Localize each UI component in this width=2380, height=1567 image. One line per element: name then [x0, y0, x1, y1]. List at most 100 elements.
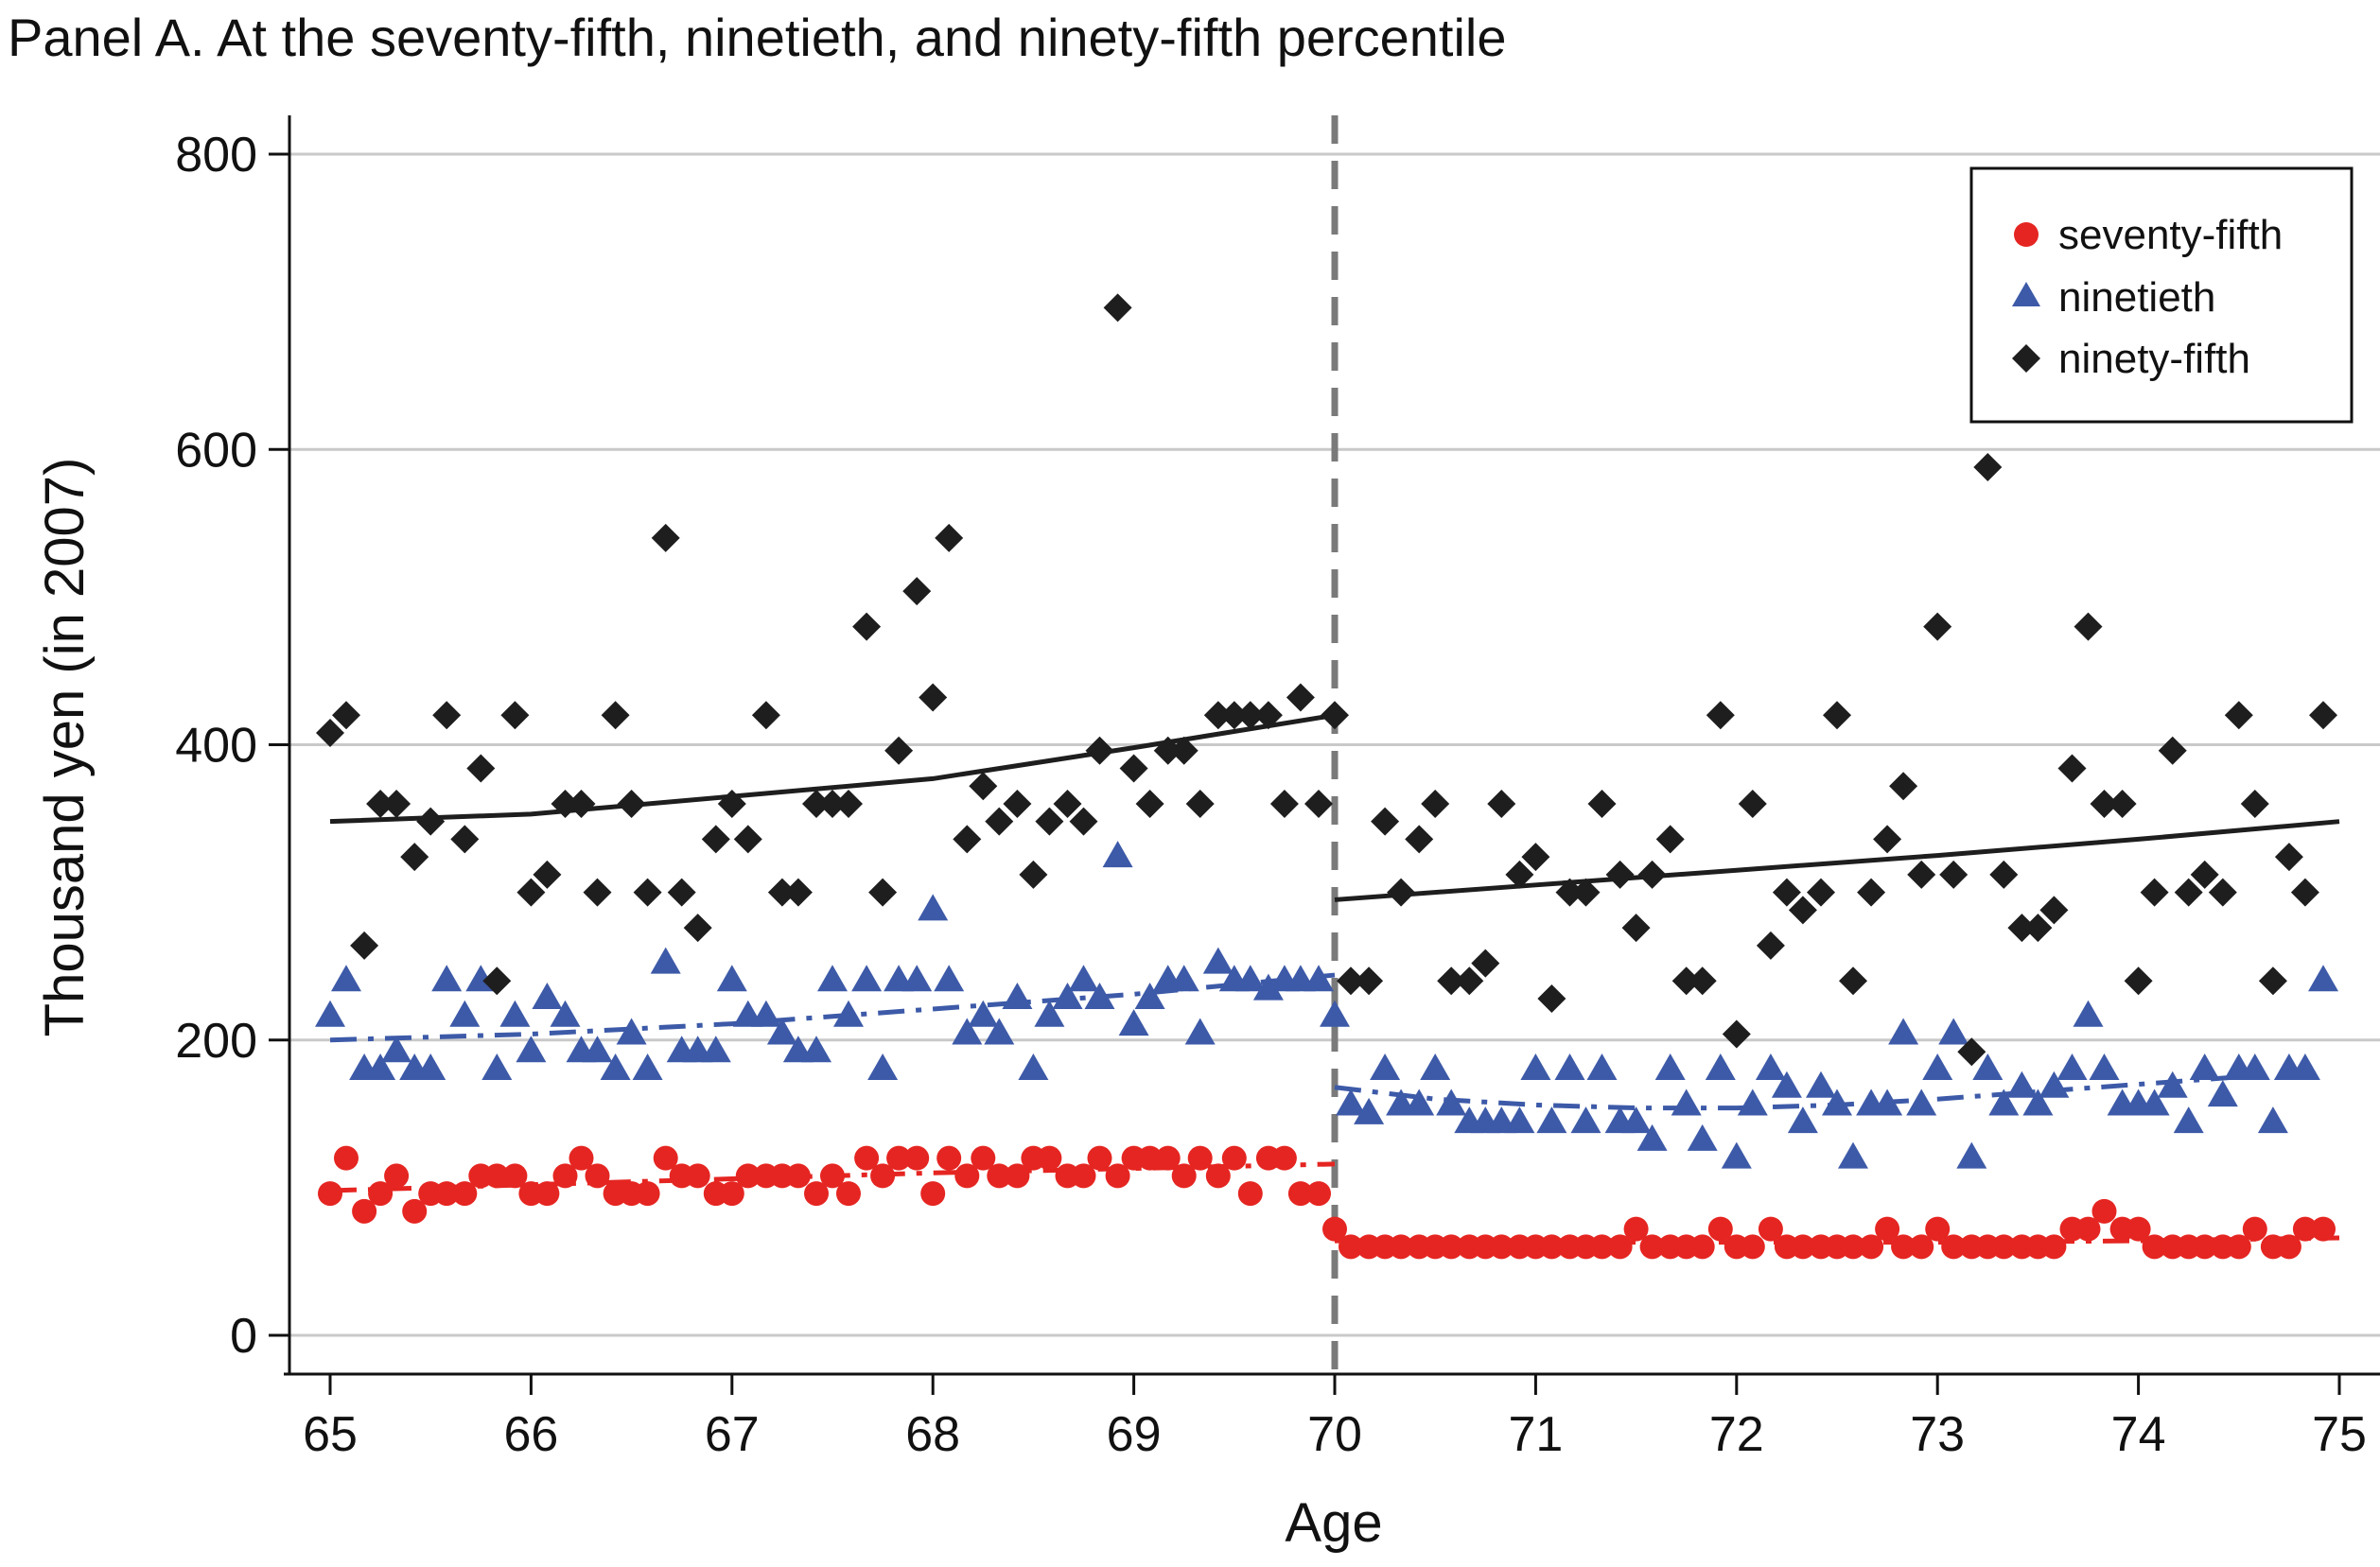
point-ninety-fifth — [583, 878, 612, 907]
x-tick-label: 67 — [705, 1407, 760, 1462]
point-ninety-fifth — [1989, 860, 2019, 889]
point-ninetieth — [1184, 1018, 1216, 1045]
point-ninetieth — [481, 1053, 513, 1080]
point-seventy-fifth — [368, 1181, 394, 1207]
point-seventy-fifth — [920, 1181, 946, 1207]
point-ninetieth — [330, 965, 361, 992]
point-seventy-fifth — [804, 1181, 830, 1207]
point-ninetieth — [1620, 1106, 1652, 1134]
point-ninetieth — [1837, 1141, 1868, 1169]
point-ninetieth — [1370, 1053, 1401, 1080]
point-seventy-fifth — [1891, 1234, 1916, 1260]
point-seventy-fifth — [1740, 1234, 1765, 1260]
point-seventy-fifth — [2242, 1216, 2267, 1242]
point-ninety-fifth — [482, 966, 512, 996]
point-seventy-fifth — [1137, 1145, 1163, 1171]
point-seventy-fifth — [1840, 1234, 1865, 1260]
point-seventy-fifth — [1790, 1234, 1815, 1260]
point-ninety-fifth — [1655, 825, 1685, 854]
point-ninety-fifth — [1235, 701, 1265, 730]
point-ninetieth — [1134, 983, 1165, 1010]
point-ninetieth — [1938, 1018, 1969, 1045]
point-ninetieth — [1586, 1053, 1618, 1080]
point-ninety-fifth — [567, 789, 596, 818]
point-ninetieth — [1436, 1088, 1467, 1116]
point-ninetieth — [801, 1036, 832, 1063]
point-ninetieth — [2207, 1080, 2238, 1107]
point-seventy-fifth — [835, 1181, 861, 1207]
point-ninetieth — [867, 1053, 899, 1080]
point-ninetieth — [632, 1053, 663, 1080]
point-seventy-fifth — [1105, 1163, 1130, 1189]
point-ninetieth — [499, 1000, 531, 1027]
point-ninetieth — [365, 1053, 396, 1080]
point-ninety-fifth — [802, 789, 831, 818]
point-ninetieth — [582, 1036, 613, 1063]
point-ninety-fifth — [1437, 966, 1466, 996]
legend-marker-ninety-fifth — [2012, 344, 2040, 373]
point-seventy-fifth — [1071, 1163, 1096, 1189]
point-seventy-fifth — [2041, 1234, 2067, 1260]
point-ninety-fifth — [1286, 683, 1315, 712]
point-ninety-fifth — [1555, 878, 1584, 907]
legend: seventy-fifth ninetieth ninety-fifth — [1969, 166, 2354, 424]
point-ninety-fifth — [1035, 807, 1064, 836]
point-ninety-fifth — [818, 789, 847, 818]
point-ninety-fifth — [1505, 860, 1534, 889]
point-seventy-fifth — [870, 1163, 896, 1189]
point-ninety-fifth — [667, 878, 696, 907]
x-tick-label: 69 — [1107, 1407, 1162, 1462]
point-ninetieth — [1034, 1000, 1065, 1027]
point-ninety-fifth — [2174, 878, 2203, 907]
point-ninety-fifth — [2290, 878, 2319, 907]
point-ninetieth — [1102, 841, 1133, 868]
point-seventy-fifth — [1689, 1234, 1715, 1260]
x-tick-label: 65 — [303, 1407, 358, 1462]
point-ninetieth — [600, 1053, 631, 1080]
point-seventy-fifth — [318, 1181, 342, 1207]
point-ninetieth — [1806, 1071, 1837, 1098]
point-seventy-fifth — [653, 1145, 678, 1171]
point-seventy-fifth — [936, 1145, 962, 1171]
point-ninetieth — [2056, 1053, 2088, 1080]
x-tick-label: 73 — [1910, 1407, 1965, 1462]
point-ninety-fifth — [833, 789, 863, 818]
x-tick-label: 72 — [1709, 1407, 1764, 1462]
point-ninety-fifth — [1185, 789, 1215, 818]
point-ninetieth — [1988, 1088, 2020, 1116]
legend-label-ninetieth: ninetieth — [2058, 274, 2215, 321]
point-ninetieth — [1118, 1009, 1149, 1036]
point-ninety-fifth — [1838, 966, 1867, 996]
point-ninety-fifth — [683, 914, 712, 943]
point-ninety-fifth — [2124, 966, 2153, 996]
point-ninety-fifth — [1135, 789, 1164, 818]
point-ninety-fifth — [701, 825, 730, 854]
point-ninetieth — [2257, 1106, 2288, 1134]
point-ninety-fifth — [2023, 914, 2053, 943]
point-ninety-fifth — [1722, 1019, 1751, 1049]
point-ninety-fifth — [2057, 754, 2087, 783]
point-ninety-fifth — [1455, 966, 1484, 996]
point-ninetieth — [1956, 1141, 1987, 1169]
y-tick-label: 600 — [175, 423, 257, 478]
point-ninetieth — [934, 965, 965, 992]
point-ninety-fifth — [617, 789, 646, 818]
point-ninetieth — [700, 1036, 731, 1063]
chart-title: Panel A. At the seventy-fifth, ninetieth… — [8, 8, 1507, 67]
point-ninety-fifth — [1587, 789, 1617, 818]
x-tick-label: 75 — [2312, 1407, 2367, 1462]
point-ninety-fifth — [2258, 966, 2287, 996]
point-seventy-fifth — [785, 1163, 811, 1189]
data-points — [315, 293, 2339, 1260]
point-ninetieth — [1872, 1088, 1903, 1116]
point-seventy-fifth — [1037, 1145, 1062, 1171]
x-tick-label: 71 — [1508, 1407, 1563, 1462]
point-seventy-fifth — [1171, 1163, 1197, 1189]
point-seventy-fifth — [1758, 1216, 1783, 1242]
point-ninetieth — [1420, 1053, 1451, 1080]
point-ninety-fifth — [919, 683, 948, 712]
point-ninetieth — [516, 1036, 547, 1063]
point-seventy-fifth — [1991, 1234, 2017, 1260]
point-ninety-fifth — [331, 701, 360, 730]
point-ninetieth — [1320, 1000, 1350, 1027]
